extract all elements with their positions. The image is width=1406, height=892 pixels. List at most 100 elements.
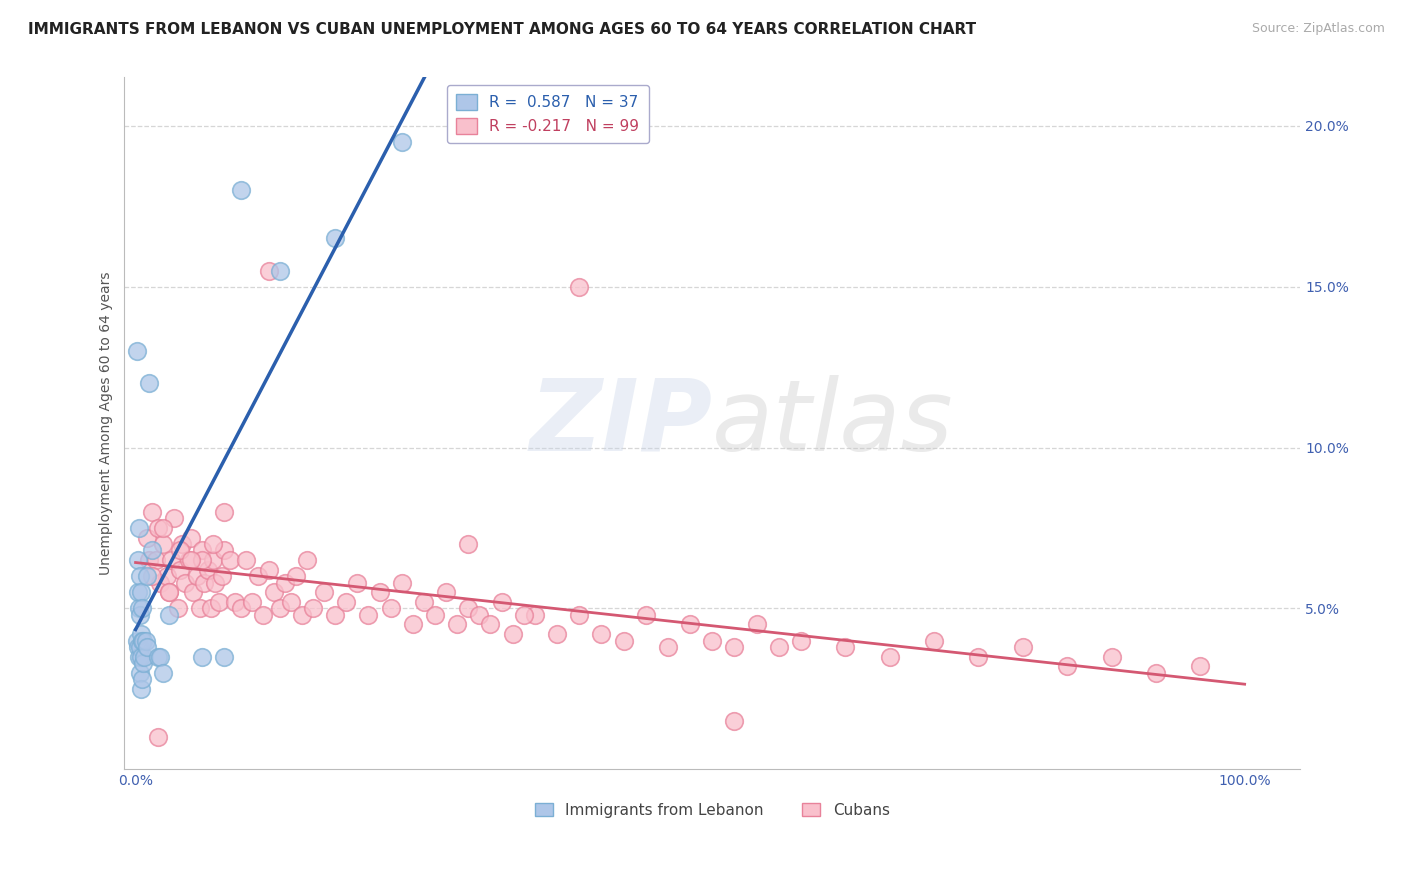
Point xyxy=(790,633,813,648)
Point xyxy=(169,563,191,577)
Point xyxy=(128,601,150,615)
Point xyxy=(834,640,856,654)
Point xyxy=(163,511,186,525)
Point xyxy=(568,607,591,622)
Point xyxy=(252,607,274,622)
Point xyxy=(591,627,613,641)
Point xyxy=(214,649,236,664)
Point xyxy=(246,569,269,583)
Point xyxy=(129,627,152,641)
Point xyxy=(468,607,491,622)
Point xyxy=(180,531,202,545)
Point xyxy=(129,665,152,680)
Point xyxy=(135,633,157,648)
Point xyxy=(768,640,790,654)
Point xyxy=(125,343,148,358)
Text: IMMIGRANTS FROM LEBANON VS CUBAN UNEMPLOYMENT AMONG AGES 60 TO 64 YEARS CORRELAT: IMMIGRANTS FROM LEBANON VS CUBAN UNEMPLO… xyxy=(28,22,976,37)
Point xyxy=(191,649,214,664)
Point xyxy=(211,569,233,583)
Point xyxy=(128,649,150,664)
Point xyxy=(257,263,280,277)
Point xyxy=(224,595,246,609)
Point xyxy=(177,553,200,567)
Point xyxy=(269,601,291,615)
Point xyxy=(380,601,402,615)
Point xyxy=(634,607,657,622)
Point xyxy=(446,617,468,632)
Point xyxy=(1056,659,1078,673)
Point xyxy=(235,553,257,567)
Point xyxy=(523,607,546,622)
Point xyxy=(368,585,391,599)
Point xyxy=(323,607,346,622)
Point xyxy=(314,585,336,599)
Point xyxy=(129,649,152,664)
Point xyxy=(127,553,149,567)
Point xyxy=(131,601,153,615)
Legend: Immigrants from Lebanon, Cubans: Immigrants from Lebanon, Cubans xyxy=(529,797,896,824)
Point xyxy=(240,595,263,609)
Point xyxy=(879,649,901,664)
Point xyxy=(135,640,157,654)
Y-axis label: Unemployment Among Ages 60 to 64 years: Unemployment Among Ages 60 to 64 years xyxy=(100,272,114,575)
Point xyxy=(229,601,252,615)
Point xyxy=(131,633,153,648)
Point xyxy=(146,649,169,664)
Point xyxy=(125,633,148,648)
Point xyxy=(1101,649,1123,664)
Point xyxy=(193,575,215,590)
Point xyxy=(157,585,180,599)
Point xyxy=(174,575,197,590)
Point xyxy=(357,607,380,622)
Point xyxy=(141,543,163,558)
Point xyxy=(129,607,152,622)
Point xyxy=(745,617,768,632)
Point xyxy=(141,505,163,519)
Point xyxy=(413,595,436,609)
Point xyxy=(229,183,252,197)
Text: Source: ZipAtlas.com: Source: ZipAtlas.com xyxy=(1251,22,1385,36)
Point xyxy=(127,640,149,654)
Point xyxy=(214,505,236,519)
Point xyxy=(202,537,225,551)
Point xyxy=(138,553,160,567)
Point xyxy=(1144,665,1167,680)
Point xyxy=(135,569,157,583)
Point xyxy=(172,537,194,551)
Point xyxy=(157,607,180,622)
Point xyxy=(302,601,325,615)
Point xyxy=(218,553,240,567)
Point xyxy=(132,633,155,648)
Point xyxy=(152,665,174,680)
Point xyxy=(146,730,169,744)
Point xyxy=(323,231,346,245)
Point xyxy=(132,656,155,670)
Point xyxy=(1011,640,1033,654)
Point xyxy=(202,553,225,567)
Point xyxy=(129,640,152,654)
Point xyxy=(146,521,169,535)
Point xyxy=(967,649,990,664)
Point xyxy=(134,649,156,664)
Point xyxy=(131,672,153,686)
Point xyxy=(200,601,222,615)
Point xyxy=(169,543,191,558)
Point xyxy=(197,563,219,577)
Point xyxy=(657,640,679,654)
Point xyxy=(145,553,167,567)
Point xyxy=(297,553,319,567)
Point xyxy=(335,595,357,609)
Point xyxy=(391,135,413,149)
Point xyxy=(191,553,214,567)
Point xyxy=(513,607,536,622)
Point xyxy=(546,627,568,641)
Point xyxy=(156,569,179,583)
Point xyxy=(135,531,157,545)
Point xyxy=(129,681,152,696)
Point xyxy=(922,633,945,648)
Text: atlas: atlas xyxy=(713,375,953,472)
Point xyxy=(157,585,180,599)
Point xyxy=(457,537,479,551)
Point xyxy=(291,607,314,622)
Point xyxy=(434,585,457,599)
